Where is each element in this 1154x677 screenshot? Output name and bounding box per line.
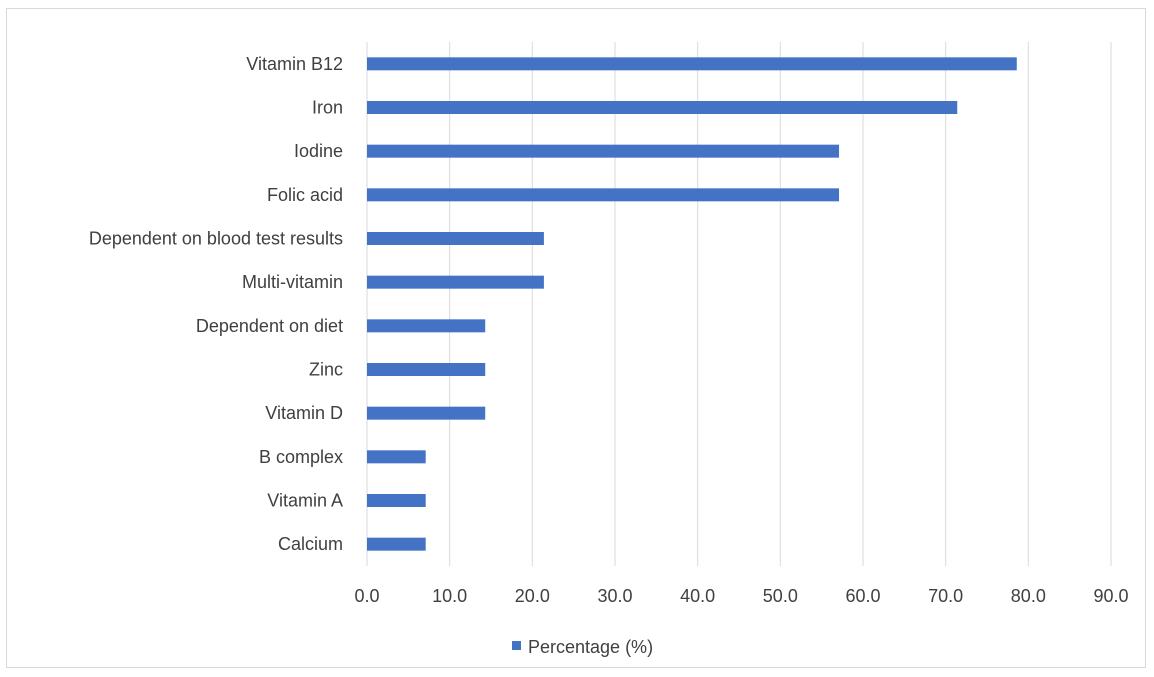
- bar: [367, 363, 486, 376]
- category-label: Folic acid: [267, 185, 343, 205]
- bar: [367, 232, 544, 245]
- category-label: Zinc: [309, 360, 343, 380]
- bars: [367, 57, 1017, 551]
- bar: [367, 101, 958, 114]
- category-label: Iron: [312, 98, 343, 118]
- x-tick-label: 0.0: [354, 586, 379, 606]
- bar: [367, 188, 840, 202]
- legend-swatch: [512, 641, 521, 650]
- category-label: Vitamin D: [265, 403, 343, 423]
- x-tick-label: 30.0: [597, 586, 632, 606]
- legend-label: Percentage (%): [528, 637, 653, 657]
- gridlines: [366, 42, 1112, 566]
- category-label: Vitamin A: [267, 491, 343, 511]
- x-tick-label: 70.0: [928, 586, 963, 606]
- x-tick-label: 20.0: [515, 586, 550, 606]
- x-axis-tick-labels: 0.0 10.0 20.0 30.0 40.0 50.0 60.0 70.0 80.0 90.0: [354, 586, 1128, 606]
- legend: Percentage (%): [512, 637, 653, 657]
- category-label: Calcium: [278, 534, 343, 554]
- category-label: Vitamin B12: [246, 54, 343, 74]
- bar: [367, 406, 486, 420]
- category-label: Iodine: [294, 141, 343, 161]
- bar: [367, 144, 840, 158]
- category-label: Dependent on diet: [196, 316, 343, 336]
- bar: [367, 537, 426, 551]
- bar: [367, 275, 544, 289]
- category-label: Multi-vitamin: [242, 272, 343, 292]
- chart-area: [6, 8, 1146, 668]
- x-tick-label: 40.0: [680, 586, 715, 606]
- category-labels: Vitamin B12 Iron Iodine Folic acid Dependent…: [89, 54, 343, 554]
- x-tick-label: 50.0: [763, 586, 798, 606]
- x-tick-label: 80.0: [1011, 586, 1046, 606]
- bar: [367, 450, 426, 464]
- category-label: Dependent on blood test results: [89, 229, 343, 249]
- x-tick-label: 60.0: [845, 586, 880, 606]
- bar: [367, 57, 1017, 71]
- category-label: B complex: [259, 447, 343, 467]
- bar: [367, 319, 486, 333]
- x-tick-label: 90.0: [1093, 586, 1128, 606]
- x-tick-label: 10.0: [432, 586, 467, 606]
- bar: [367, 494, 426, 507]
